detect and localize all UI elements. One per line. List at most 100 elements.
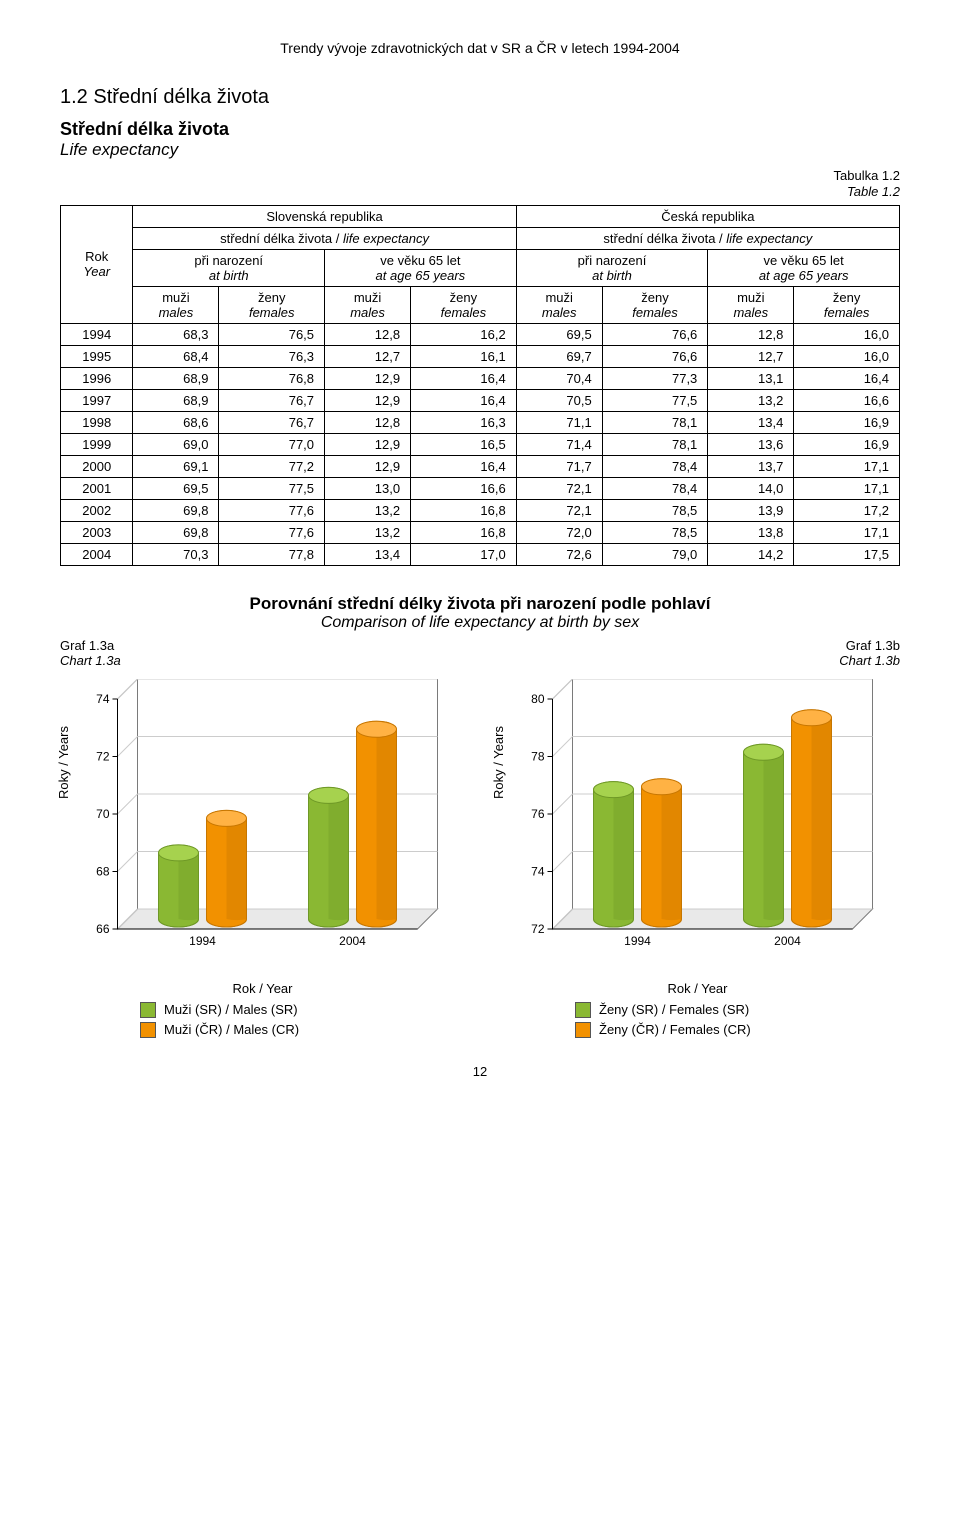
cell-value: 68,9 xyxy=(133,367,219,389)
cell-value: 13,7 xyxy=(708,455,794,477)
cell-value: 16,9 xyxy=(794,411,900,433)
charts-row: Roky / Years 666870727419942004 Rok / Ye… xyxy=(60,679,900,1038)
cell-value: 72,6 xyxy=(516,543,602,565)
th-birth-sr: při narozeníat birth xyxy=(133,249,325,286)
cell-value: 68,3 xyxy=(133,323,219,345)
legend-item: Ženy (ČR) / Females (CR) xyxy=(575,1022,900,1038)
cell-value: 70,3 xyxy=(133,543,219,565)
cell-year: 1996 xyxy=(61,367,133,389)
cell-value: 70,4 xyxy=(516,367,602,389)
svg-text:78: 78 xyxy=(531,749,545,763)
cell-value: 77,5 xyxy=(219,477,325,499)
cell-value: 16,2 xyxy=(411,323,517,345)
th-birth-cr: při narozeníat birth xyxy=(516,249,708,286)
cell-value: 16,4 xyxy=(411,455,517,477)
th-f3: ženyfemales xyxy=(602,286,708,323)
cell-value: 14,2 xyxy=(708,543,794,565)
th-age65-sr: ve věku 65 letat age 65 years xyxy=(325,249,517,286)
cell-value: 12,9 xyxy=(325,433,411,455)
cell-value: 16,6 xyxy=(794,389,900,411)
cell-value: 13,9 xyxy=(708,499,794,521)
cell-value: 12,8 xyxy=(325,323,411,345)
table-row: 200069,177,212,916,471,778,413,717,1 xyxy=(61,455,900,477)
cell-value: 76,8 xyxy=(219,367,325,389)
table-row: 199768,976,712,916,470,577,513,216,6 xyxy=(61,389,900,411)
cell-value: 16,9 xyxy=(794,433,900,455)
cell-year: 2000 xyxy=(61,455,133,477)
legend-label: Muži (ČR) / Males (CR) xyxy=(164,1022,299,1037)
table-row: 200269,877,613,216,872,178,513,917,2 xyxy=(61,499,900,521)
cell-value: 72,0 xyxy=(516,521,602,543)
section-number: 1.2 Střední délka života xyxy=(60,86,900,109)
cell-value: 16,5 xyxy=(411,433,517,455)
legend-item: Ženy (SR) / Females (SR) xyxy=(575,1002,900,1018)
cell-value: 17,1 xyxy=(794,455,900,477)
cell-value: 17,1 xyxy=(794,521,900,543)
cell-value: 72,1 xyxy=(516,499,602,521)
cell-year: 2003 xyxy=(61,521,133,543)
cell-value: 76,3 xyxy=(219,345,325,367)
cell-value: 71,4 xyxy=(516,433,602,455)
cell-value: 16,8 xyxy=(411,499,517,521)
chart-ref-left: Graf 1.3a Chart 1.3a xyxy=(60,638,121,669)
svg-text:2004: 2004 xyxy=(339,934,366,948)
chart-title: Porovnání střední délky života při naroz… xyxy=(60,594,900,632)
th-m2: mužimales xyxy=(325,286,411,323)
table-row: 200169,577,513,016,672,178,414,017,1 xyxy=(61,477,900,499)
cell-value: 72,1 xyxy=(516,477,602,499)
svg-text:66: 66 xyxy=(96,922,110,936)
cell-value: 77,6 xyxy=(219,521,325,543)
th-rok-year: Rok Year xyxy=(61,205,133,323)
cell-value: 14,0 xyxy=(708,477,794,499)
legend-label: Muži (SR) / Males (SR) xyxy=(164,1002,298,1017)
cell-year: 1999 xyxy=(61,433,133,455)
legend-label: Ženy (ČR) / Females (CR) xyxy=(599,1022,751,1037)
cell-value: 68,9 xyxy=(133,389,219,411)
cell-value: 17,1 xyxy=(794,477,900,499)
th-sr: Slovenská republika xyxy=(133,205,516,227)
cell-value: 78,5 xyxy=(602,499,708,521)
cell-value: 69,1 xyxy=(133,455,219,477)
th-age65-cr: ve věku 65 letat age 65 years xyxy=(708,249,900,286)
cell-value: 71,7 xyxy=(516,455,602,477)
svg-text:68: 68 xyxy=(96,864,110,878)
table-reference: Tabulka 1.2 Table 1.2 xyxy=(60,168,900,201)
cell-value: 16,0 xyxy=(794,323,900,345)
cell-value: 12,7 xyxy=(708,345,794,367)
cell-value: 16,8 xyxy=(411,521,517,543)
cell-value: 16,4 xyxy=(411,367,517,389)
cell-value: 77,2 xyxy=(219,455,325,477)
cell-value: 16,3 xyxy=(411,411,517,433)
th-f4: ženyfemales xyxy=(794,286,900,323)
cell-value: 70,5 xyxy=(516,389,602,411)
cell-year: 2002 xyxy=(61,499,133,521)
cell-value: 77,8 xyxy=(219,543,325,565)
legend-left: Muži (SR) / Males (SR) Muži (ČR) / Males … xyxy=(140,1002,465,1038)
cell-value: 78,4 xyxy=(602,455,708,477)
cell-value: 78,1 xyxy=(602,411,708,433)
cell-value: 17,2 xyxy=(794,499,900,521)
cell-value: 13,6 xyxy=(708,433,794,455)
chart-ref-right: Graf 1.3b Chart 1.3b xyxy=(839,638,900,669)
cell-value: 13,0 xyxy=(325,477,411,499)
svg-text:76: 76 xyxy=(531,807,545,821)
th-rok: Rok xyxy=(85,249,108,264)
cell-value: 16,0 xyxy=(794,345,900,367)
cell-value: 69,8 xyxy=(133,499,219,521)
cell-value: 12,9 xyxy=(325,389,411,411)
cell-year: 1995 xyxy=(61,345,133,367)
chart-refs: Graf 1.3a Chart 1.3a Graf 1.3b Chart 1.3… xyxy=(60,638,900,669)
cell-value: 13,2 xyxy=(708,389,794,411)
cell-value: 76,5 xyxy=(219,323,325,345)
cell-value: 77,5 xyxy=(602,389,708,411)
th-le-sr: střední délka života / life expectancy xyxy=(133,227,516,249)
cell-value: 12,8 xyxy=(325,411,411,433)
svg-text:80: 80 xyxy=(531,692,545,706)
cell-value: 77,0 xyxy=(219,433,325,455)
cell-value: 69,7 xyxy=(516,345,602,367)
y-axis-label-right: Roky / Years xyxy=(491,726,506,799)
cell-value: 17,5 xyxy=(794,543,900,565)
chart-left: Roky / Years 666870727419942004 Rok / Ye… xyxy=(60,679,465,1038)
legend-swatch xyxy=(575,1022,591,1038)
th-cr: Česká republika xyxy=(516,205,899,227)
